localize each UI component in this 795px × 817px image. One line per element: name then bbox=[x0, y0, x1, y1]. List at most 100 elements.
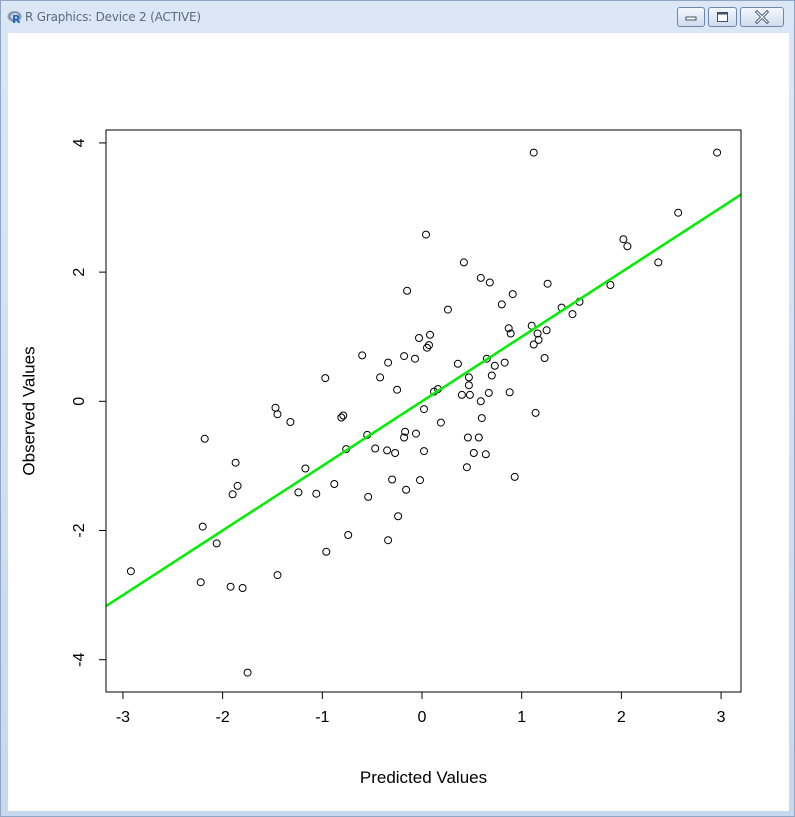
data-point-98 bbox=[674, 208, 683, 217]
data-point-51 bbox=[426, 330, 434, 339]
data-point-20 bbox=[330, 480, 339, 488]
data-point-89 bbox=[542, 326, 551, 335]
data-point-63 bbox=[465, 390, 474, 399]
data-point-68 bbox=[477, 414, 486, 423]
data-point-65 bbox=[474, 433, 483, 442]
data-point-40 bbox=[402, 485, 411, 494]
data-point-12 bbox=[273, 410, 282, 419]
data-point-38 bbox=[400, 433, 409, 442]
data-point-57 bbox=[457, 390, 466, 399]
data-point-50 bbox=[425, 341, 433, 350]
data-point-72 bbox=[485, 278, 494, 287]
data-point-73 bbox=[487, 371, 496, 380]
data-point-80 bbox=[508, 290, 517, 299]
x-tick-label: 3 bbox=[717, 709, 726, 726]
data-point-10 bbox=[243, 668, 252, 677]
data-point-58 bbox=[459, 258, 468, 267]
data-point-78 bbox=[505, 388, 514, 397]
minimize-button[interactable] bbox=[677, 7, 705, 27]
data-point-79 bbox=[506, 329, 515, 338]
data-point-81 bbox=[510, 472, 519, 481]
data-point-14 bbox=[286, 418, 295, 426]
data-point-67 bbox=[476, 397, 485, 406]
data-point-60 bbox=[463, 433, 472, 442]
data-point-27 bbox=[364, 492, 373, 501]
data-point-42 bbox=[411, 354, 419, 363]
data-point-76 bbox=[500, 358, 509, 367]
x-axis: -3 -2 -1 0 1 2 3 bbox=[116, 691, 726, 726]
data-point-22 bbox=[339, 411, 348, 420]
x-tick-label: -3 bbox=[116, 709, 130, 726]
x-tick-label: 1 bbox=[517, 709, 526, 726]
data-point-44 bbox=[415, 334, 423, 342]
data-point-45 bbox=[416, 476, 424, 485]
data-point-69 bbox=[481, 450, 490, 459]
data-point-4 bbox=[212, 539, 221, 548]
data-point-66 bbox=[476, 273, 485, 282]
data-point-36 bbox=[394, 512, 403, 521]
data-point-59 bbox=[462, 463, 471, 472]
data-point-83 bbox=[529, 148, 538, 157]
data-point-31 bbox=[384, 358, 393, 367]
data-point-32 bbox=[384, 536, 393, 545]
x-tick-label: -1 bbox=[315, 709, 329, 726]
title-bar[interactable]: R R Graphics: Device 2 (ACTIVE) bbox=[1, 1, 794, 33]
data-point-84 bbox=[529, 340, 538, 349]
data-point-74 bbox=[490, 361, 499, 370]
data-point-54 bbox=[436, 418, 445, 427]
y-tick-label: -2 bbox=[71, 523, 88, 537]
data-point-6 bbox=[228, 490, 237, 499]
data-point-33 bbox=[388, 475, 397, 484]
data-point-19 bbox=[322, 547, 331, 556]
data-point-43 bbox=[412, 429, 420, 438]
data-point-16 bbox=[301, 464, 310, 473]
data-point-56 bbox=[453, 359, 462, 368]
data-point-99 bbox=[713, 148, 722, 157]
data-point-41 bbox=[403, 286, 412, 295]
y-tick-label: 0 bbox=[71, 397, 88, 406]
data-point-1 bbox=[196, 578, 205, 587]
data-point-37 bbox=[400, 352, 409, 361]
data-point-87 bbox=[534, 335, 543, 344]
data-point-47 bbox=[420, 405, 428, 414]
data-point-5 bbox=[226, 582, 235, 591]
data-point-29 bbox=[376, 373, 385, 382]
data-point-28 bbox=[371, 444, 380, 453]
data-point-0 bbox=[126, 567, 135, 576]
data-point-64 bbox=[469, 449, 478, 457]
data-point-85 bbox=[531, 408, 540, 417]
data-points bbox=[126, 148, 722, 677]
close-button[interactable] bbox=[740, 7, 784, 27]
data-point-3 bbox=[200, 434, 209, 443]
data-point-94 bbox=[606, 281, 615, 289]
data-point-71 bbox=[484, 388, 493, 397]
data-point-15 bbox=[294, 488, 303, 497]
data-point-46 bbox=[420, 447, 428, 456]
minimize-icon bbox=[685, 16, 697, 21]
maximize-button[interactable] bbox=[708, 7, 737, 27]
data-point-61 bbox=[464, 381, 473, 390]
data-point-96 bbox=[623, 242, 632, 251]
data-point-48 bbox=[422, 230, 430, 239]
data-point-90 bbox=[543, 279, 552, 288]
data-point-9 bbox=[238, 584, 247, 592]
data-point-92 bbox=[568, 310, 577, 319]
window-title: R Graphics: Device 2 (ACTIVE) bbox=[25, 10, 201, 24]
regression-line bbox=[105, 193, 742, 608]
svg-text:R: R bbox=[12, 13, 21, 24]
y-axis-label: Observed Values bbox=[19, 346, 38, 475]
data-point-39 bbox=[401, 427, 410, 436]
data-point-13 bbox=[273, 571, 282, 580]
plot-area: -3 -2 -1 0 1 2 3 -4 -2 0 2 4 Predicted Values Obse… bbox=[8, 33, 789, 811]
data-point-77 bbox=[504, 324, 513, 333]
r-logo-icon: R bbox=[7, 11, 22, 24]
x-tick-label: 2 bbox=[617, 709, 626, 726]
data-point-86 bbox=[533, 329, 542, 338]
data-point-21 bbox=[337, 413, 346, 422]
y-tick-label: 4 bbox=[71, 138, 88, 147]
scatter-plot: -3 -2 -1 0 1 2 3 -4 -2 0 2 4 Predicted Values Obse… bbox=[19, 129, 742, 787]
data-point-95 bbox=[619, 235, 628, 244]
data-point-70 bbox=[482, 354, 491, 363]
data-point-55 bbox=[443, 305, 452, 314]
